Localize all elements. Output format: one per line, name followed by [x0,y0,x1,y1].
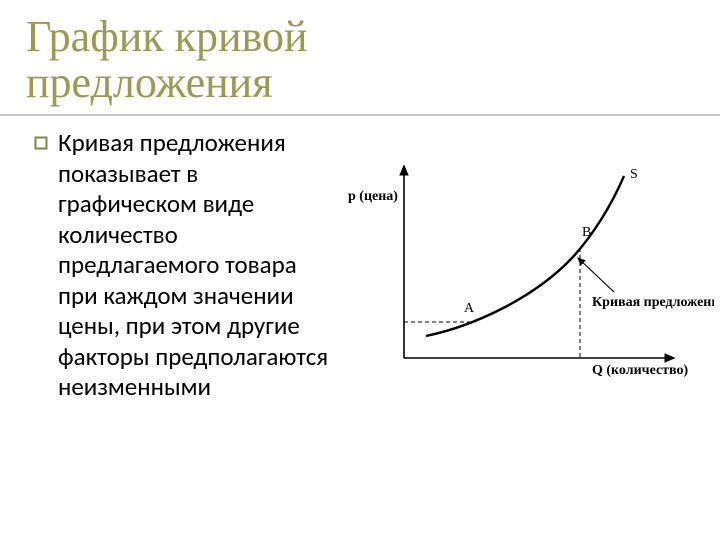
point-b-label: B [582,225,591,240]
text-column: Кривая предложения показывает в графичес… [34,124,334,403]
chart-column: p (цена) Q (количество) S A B Кривая предложе… [334,124,714,403]
curve-label: Кривая предложения [592,295,714,310]
supply-curve-chart: p (цена) Q (количество) S A B Кривая предложе… [334,148,714,398]
slide-body: Кривая предложения показывает в графичес… [0,116,720,403]
bullet-square-icon [34,136,48,155]
bullet-text: Кривая предложения показывает в графичес… [58,128,334,403]
slide-header: График кривой предложения [0,0,720,112]
point-a-label: A [464,301,475,316]
series-s-label: S [630,167,638,182]
slide-title: График кривой предложения [26,14,694,106]
title-line-2: предложения [26,58,272,107]
y-axis-label: p (цена) [348,189,398,204]
x-axis-label: Q (количество) [592,363,689,378]
title-line-1: График кривой [26,12,308,61]
bullet-item: Кривая предложения показывает в графичес… [34,128,334,403]
